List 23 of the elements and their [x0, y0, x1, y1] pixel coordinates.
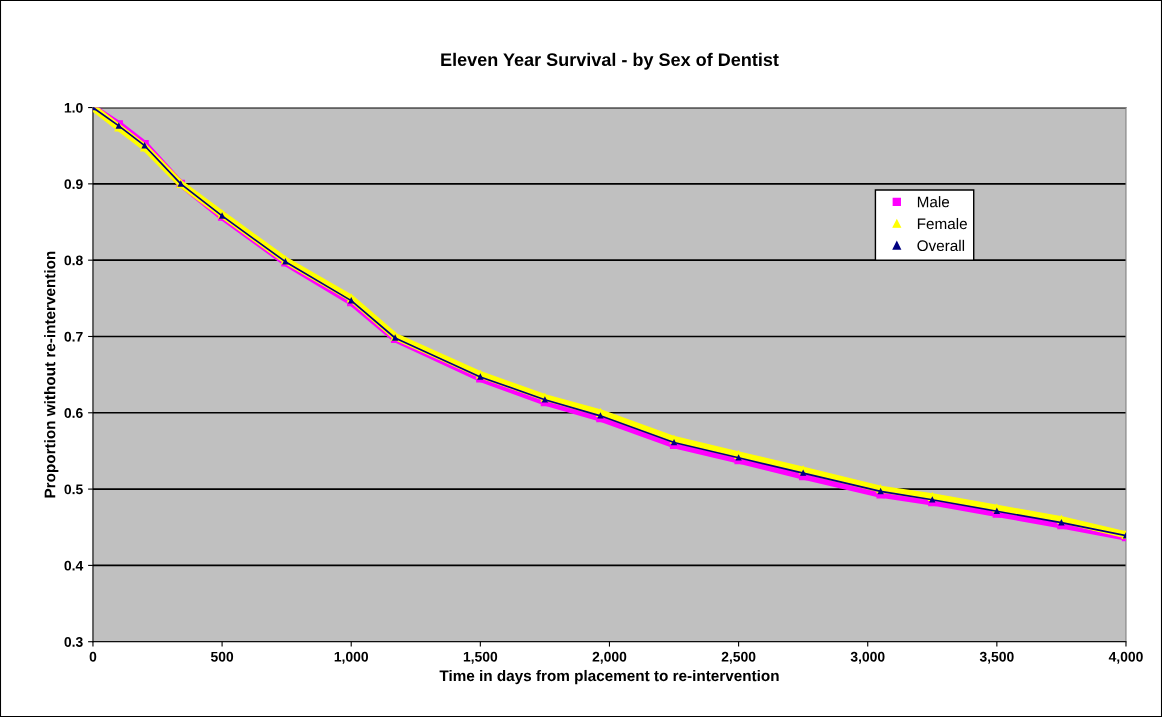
y-tick-label: 1.0 [64, 102, 83, 113]
chart-title: Eleven Year Survival - by Sex of Dentist [441, 52, 779, 70]
x-tick-label: 2,000 [592, 651, 627, 664]
legend-label: Male [917, 196, 950, 208]
y-tick-label: 0.5 [64, 484, 83, 495]
y-tick-label: 0.7 [64, 331, 83, 342]
x-tick-label: 3,500 [979, 651, 1014, 664]
x-tick-label: 1,500 [463, 651, 498, 664]
y-tick-label: 0.3 [64, 637, 83, 647]
x-tick-label: 4,000 [1108, 651, 1143, 664]
x-tick-label: 0 [89, 651, 97, 662]
x-tick-label: 500 [210, 651, 234, 662]
x-axis-title: Time in days from placement to re-intervention [439, 669, 779, 685]
y-tick-label: 0.8 [64, 255, 83, 266]
y-tick-label: 0.6 [64, 408, 83, 418]
y-tick-label: 0.4 [64, 560, 84, 571]
x-tick-label: 1,000 [334, 651, 369, 664]
x-tick-label: 3,000 [850, 651, 885, 664]
y-tick-label: 0.9 [64, 179, 83, 190]
y-axis-title: Proportion without re-intervention [44, 251, 59, 498]
legend-label: Female [917, 217, 967, 230]
x-tick-label: 2,500 [721, 651, 756, 664]
legend-label: Overall [917, 239, 965, 252]
